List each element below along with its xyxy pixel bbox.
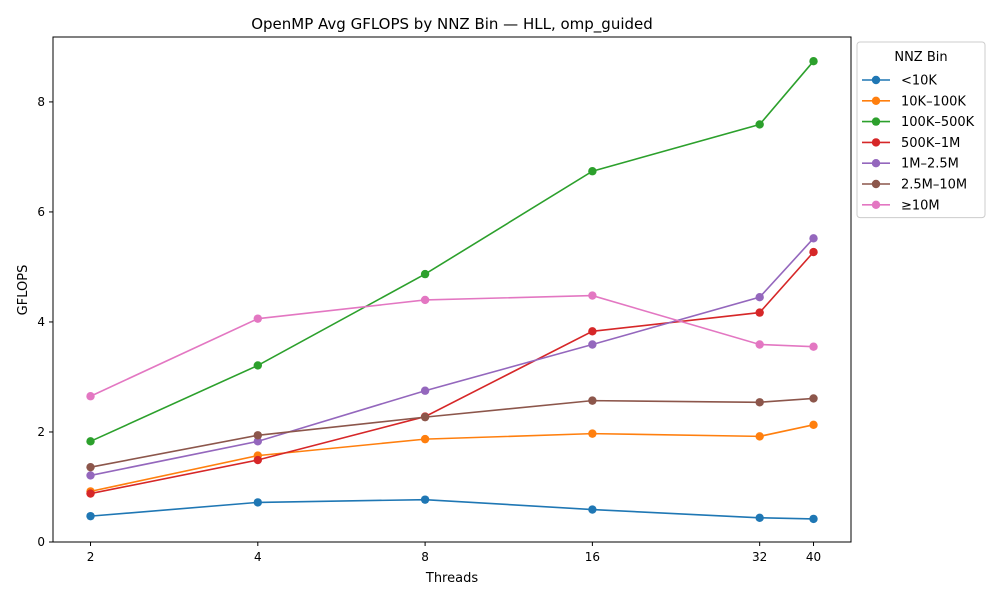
y-tick-label: 4 <box>37 315 45 329</box>
series-2 <box>86 57 818 446</box>
data-point <box>755 308 764 317</box>
legend-item: <10K <box>862 74 937 89</box>
series-5 <box>86 394 818 472</box>
data-point <box>588 429 597 438</box>
legend-swatch-marker <box>871 200 881 209</box>
y-tick-label: 8 <box>37 95 45 109</box>
data-point <box>588 505 597 514</box>
series-line <box>90 424 814 493</box>
data-point <box>755 340 764 349</box>
legend-swatch-marker <box>871 138 881 147</box>
legend-swatch-marker <box>871 117 881 126</box>
data-point <box>809 514 818 524</box>
legend-label: ≥10M <box>901 198 940 213</box>
legend-label: 100K–500K <box>901 115 975 130</box>
data-point <box>86 392 95 401</box>
data-point <box>809 420 818 430</box>
y-tick-label: 0 <box>37 535 45 549</box>
legend-swatch-marker <box>871 75 881 85</box>
data-point <box>253 498 263 507</box>
series-line <box>90 251 815 495</box>
legend-swatch-marker <box>871 96 881 106</box>
data-point <box>809 342 818 351</box>
data-point <box>86 471 95 480</box>
data-point <box>809 234 818 243</box>
series-line <box>90 397 814 468</box>
legend-item: 10K–100K <box>862 94 966 109</box>
data-point <box>588 291 597 300</box>
plot-area: 2 4 8 16 32 40 0 2 4 6 8 <box>37 36 852 564</box>
legend-swatch-marker <box>871 179 881 189</box>
legend-item: 100K–500K <box>862 115 975 130</box>
series-line <box>90 498 814 520</box>
x-tick-label: 8 <box>421 550 429 564</box>
data-point <box>755 513 764 522</box>
x-tick-label: 16 <box>585 550 600 564</box>
legend-label: <10K <box>901 74 937 89</box>
data-point <box>588 327 597 336</box>
y-tick-label: 2 <box>37 425 45 439</box>
data-point <box>809 247 818 257</box>
data-point <box>86 462 95 472</box>
legend-item: ≥10M <box>862 198 940 213</box>
data-point <box>253 437 263 446</box>
data-point <box>809 394 818 403</box>
data-point <box>420 295 430 305</box>
legend-swatch-marker <box>871 159 881 168</box>
data-point <box>86 489 95 498</box>
data-point <box>253 431 263 440</box>
series-line <box>90 60 815 443</box>
y-tick-label: 6 <box>37 205 45 219</box>
legend-box <box>856 41 986 219</box>
series-3 <box>86 247 818 498</box>
chart-title: OpenMP Avg GFLOPS by NNZ Bin — HLL, omp_… <box>251 15 653 34</box>
data-point <box>420 495 430 504</box>
data-point <box>755 398 764 407</box>
data-point <box>755 120 764 129</box>
data-point <box>809 57 818 66</box>
data-point <box>420 434 430 444</box>
x-tick-label: 2 <box>87 550 95 564</box>
x-axis-title: Threads <box>425 571 478 586</box>
data-point <box>253 314 263 323</box>
data-point <box>86 511 95 521</box>
legend-label: 500K–1M <box>901 136 960 151</box>
data-point <box>588 167 597 176</box>
legend-item: 2.5M–10M <box>862 178 967 193</box>
legend-label: 10K–100K <box>901 94 966 109</box>
data-point <box>86 437 95 446</box>
data-point <box>420 269 430 279</box>
legend-item: 500K–1M <box>862 136 960 151</box>
y-axis-title: GFLOPS <box>16 265 31 316</box>
data-point <box>588 340 597 349</box>
x-tick-label: 40 <box>806 550 821 564</box>
legend-item: 1M–2.5M <box>862 157 959 172</box>
legend: NNZ Bin <10K 10K–100K 100K–500K 500K–1M 1M–2.… <box>856 41 986 219</box>
data-point <box>588 396 597 405</box>
series-4 <box>86 234 818 480</box>
plot-frame <box>52 36 852 543</box>
data-point <box>755 432 764 441</box>
x-tick-label: 4 <box>254 550 262 564</box>
data-point <box>253 361 263 370</box>
series-line <box>90 294 814 397</box>
data-point <box>755 293 764 302</box>
x-tick-label: 32 <box>752 550 767 564</box>
legend-label: 1M–2.5M <box>901 157 959 172</box>
legend-label: 2.5M–10M <box>901 178 967 193</box>
data-point <box>420 386 430 395</box>
data-point <box>253 455 263 465</box>
data-point <box>420 412 430 422</box>
legend-title: NNZ Bin <box>894 50 947 65</box>
series-line <box>90 237 815 477</box>
series-0 <box>86 495 818 524</box>
series-6 <box>86 291 818 401</box>
